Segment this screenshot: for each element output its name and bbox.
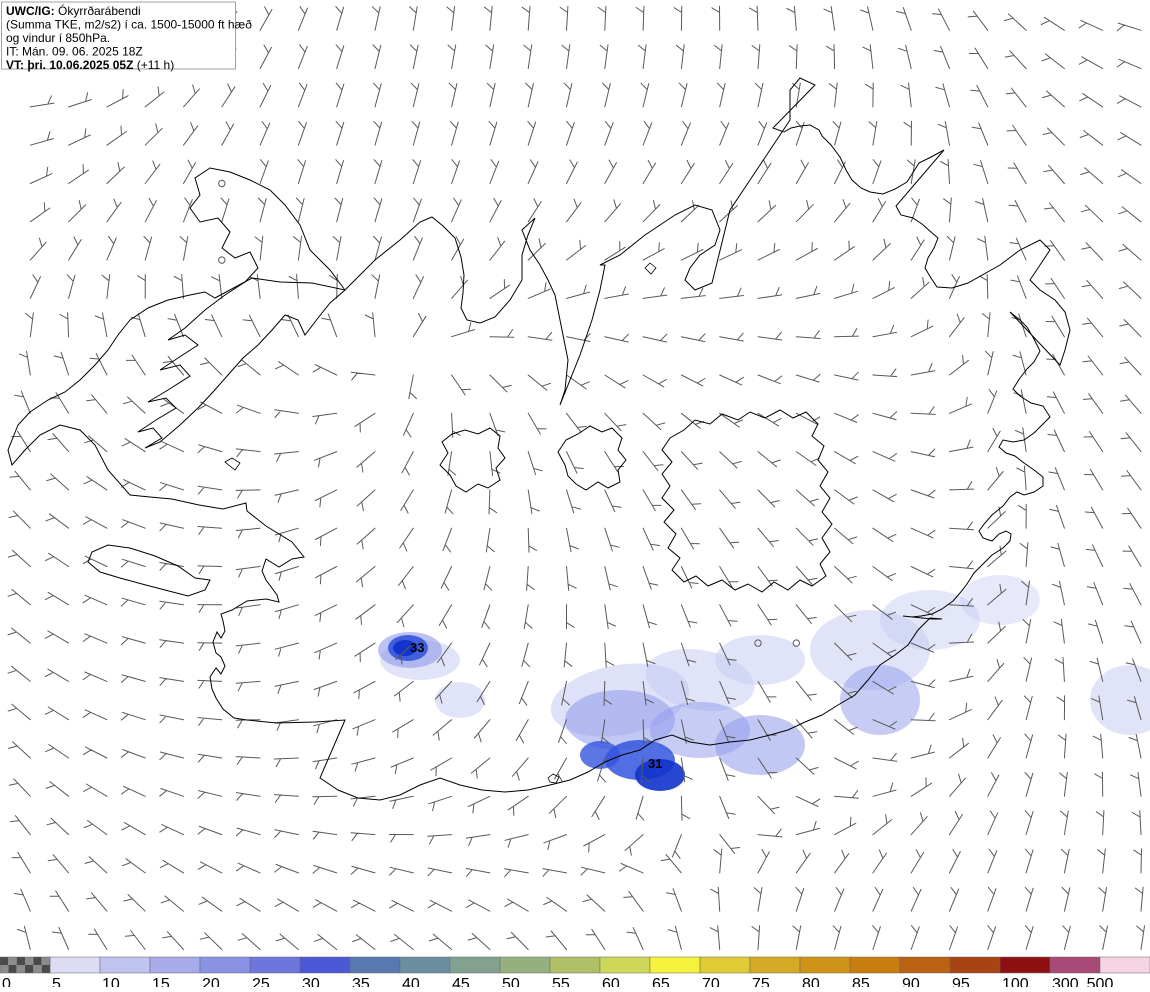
svg-text:500: 500 bbox=[1087, 976, 1114, 987]
svg-text:35: 35 bbox=[352, 976, 370, 987]
svg-text:90: 90 bbox=[902, 976, 920, 987]
svg-text:70: 70 bbox=[702, 976, 720, 987]
svg-text:0: 0 bbox=[2, 976, 11, 987]
svg-text:VT: þri. 10.06.2025 05Z (+11 h: VT: þri. 10.06.2025 05Z (+11 h) bbox=[6, 58, 174, 72]
svg-text:100: 100 bbox=[1002, 976, 1029, 987]
svg-text:30: 30 bbox=[302, 976, 320, 987]
svg-text:55: 55 bbox=[552, 976, 570, 987]
svg-text:IT: Mán. 09. 06. 2025 18Z: IT: Mán. 09. 06. 2025 18Z bbox=[6, 45, 143, 59]
svg-text:60: 60 bbox=[602, 976, 620, 987]
svg-text:50: 50 bbox=[502, 976, 520, 987]
svg-text:og vindur í 850hPa.: og vindur í 850hPa. bbox=[6, 31, 110, 45]
svg-text:UWC/IG: Ókyrrðarábendi: UWC/IG: Ókyrrðarábendi bbox=[6, 3, 141, 18]
svg-text:(Summa TKE, m2/s2) í ca. 1500-: (Summa TKE, m2/s2) í ca. 1500-15000 ft h… bbox=[6, 18, 252, 32]
svg-text:33: 33 bbox=[410, 640, 424, 655]
svg-text:40: 40 bbox=[402, 976, 420, 987]
svg-text:95: 95 bbox=[952, 976, 970, 987]
svg-text:20: 20 bbox=[202, 976, 220, 987]
svg-text:25: 25 bbox=[252, 976, 270, 987]
svg-text:31: 31 bbox=[648, 756, 662, 771]
svg-text:5: 5 bbox=[52, 976, 61, 987]
svg-text:85: 85 bbox=[852, 976, 870, 987]
svg-text:300: 300 bbox=[1052, 976, 1079, 987]
svg-text:75: 75 bbox=[752, 976, 770, 987]
svg-text:45: 45 bbox=[452, 976, 470, 987]
svg-text:65: 65 bbox=[652, 976, 670, 987]
svg-text:15: 15 bbox=[152, 976, 170, 987]
svg-text:80: 80 bbox=[802, 976, 820, 987]
svg-text:10: 10 bbox=[102, 976, 120, 987]
